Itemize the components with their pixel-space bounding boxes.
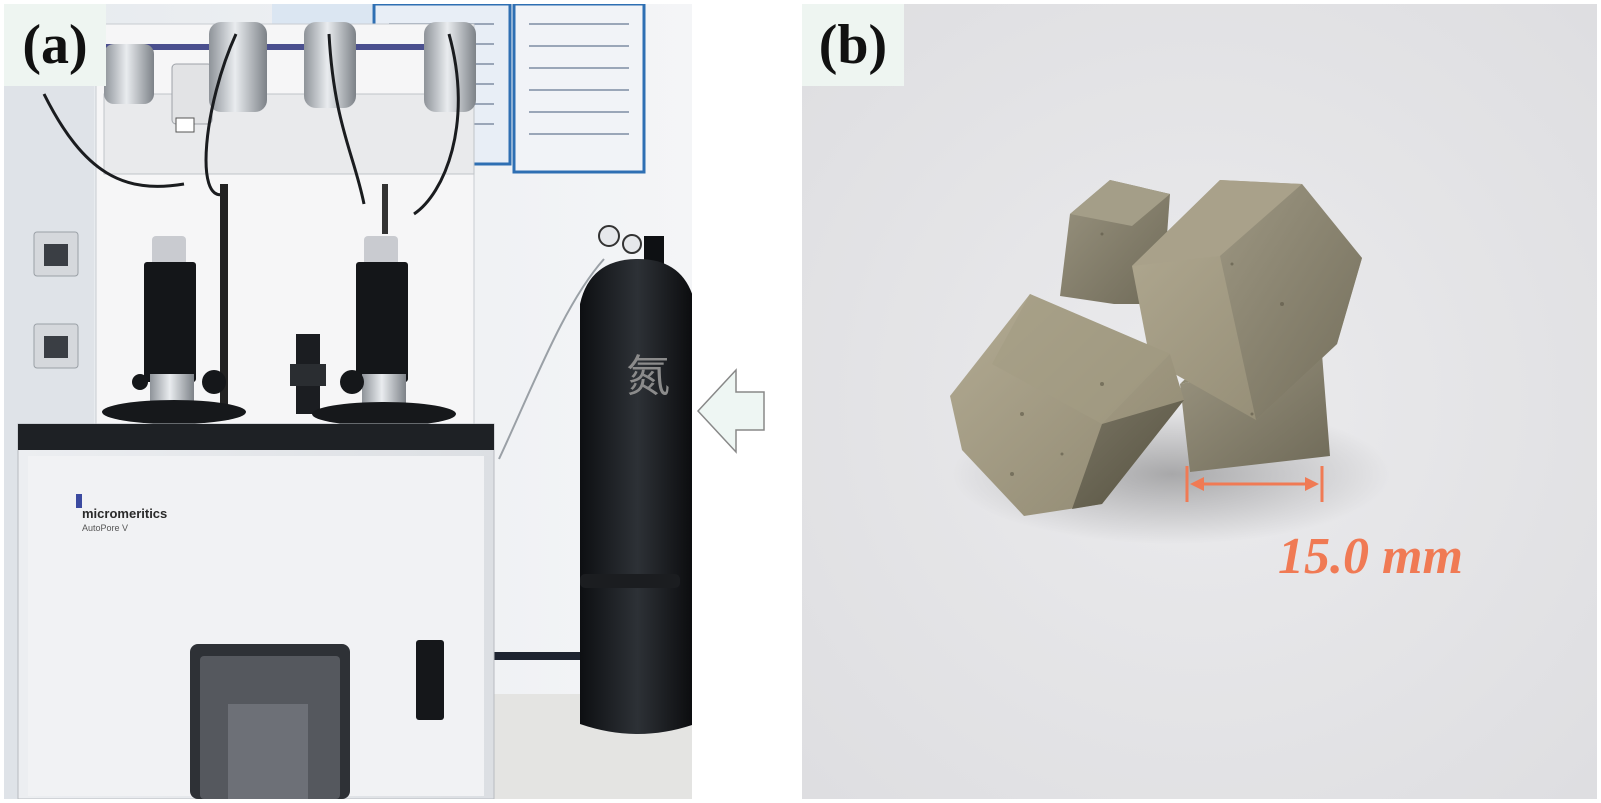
- measurement-label: 15.0 mm: [1278, 528, 1463, 585]
- porosimeter-photo: micromeritics AutoPore V 氮 (a): [4, 4, 692, 799]
- brand-name: micromeritics: [82, 506, 168, 521]
- sample-photo: (b): [802, 4, 1597, 799]
- porosimeter-illustration: [4, 4, 692, 799]
- cylinder-label: 氮: [626, 351, 670, 402]
- panel-label-b: (b): [802, 4, 904, 86]
- cube-samples-illustration: [802, 4, 1597, 799]
- left-arrow-icon: [696, 368, 765, 454]
- model-name: AutoPore V: [82, 523, 129, 533]
- panel-label-a: (a): [4, 4, 106, 86]
